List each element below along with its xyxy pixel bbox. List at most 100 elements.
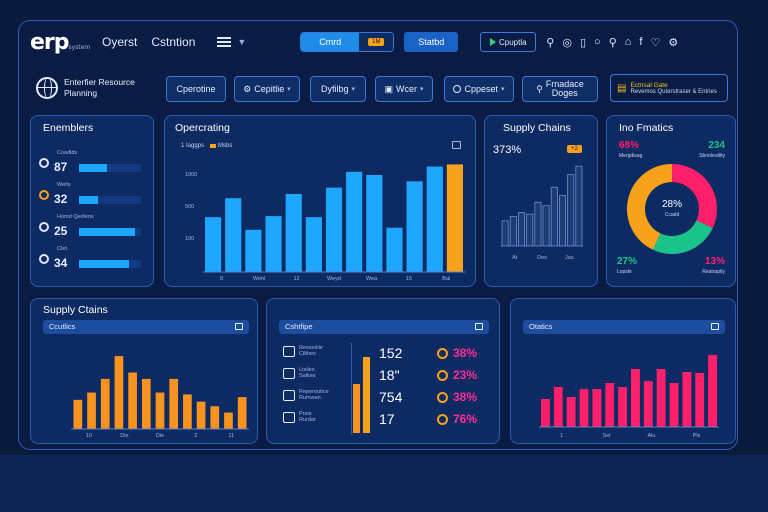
operating-chart: 8 Wehl 12 Weyd Wea 15 Bal 1000 500 100 (185, 164, 465, 282)
employee-row[interactable]: Coadlds 87 (39, 150, 149, 174)
overview-value: 754 (379, 389, 403, 405)
filter-preset[interactable]: Cppeset ▾ (444, 76, 514, 102)
x-tick-label: Die (156, 433, 164, 439)
chart-bar (169, 378, 179, 429)
supply-chain-chart: At Des Jas (501, 165, 583, 261)
settings-icon[interactable]: ⚙ (668, 36, 679, 49)
segment-tag-wrap[interactable]: 1M (359, 33, 394, 51)
search-icon[interactable]: ⚲ (608, 36, 617, 49)
chart-bar (225, 198, 242, 272)
row-caption: Ltsiles (299, 367, 315, 373)
chart-bar (265, 216, 282, 272)
row-caption: Welts (57, 182, 71, 188)
supply-chain-panel: Supply Chains 373% +2 At Des Jas (484, 115, 598, 287)
brand-line-1: Enterfier Resource (64, 77, 135, 87)
employees-panel: Enemblers Coadlds 87 Welts 32 Homd Qedlens… (30, 115, 154, 287)
status-button[interactable]: Statbd (404, 32, 459, 52)
panel-subheader[interactable]: Cshtfipe (279, 320, 489, 334)
chart-bar (183, 394, 192, 429)
chart-bar (205, 217, 222, 272)
nav-item-overview[interactable]: Oyerst (102, 35, 138, 49)
circle-icon[interactable]: ○ (594, 35, 601, 48)
chart-bar (592, 389, 602, 427)
overview-row[interactable]: Rewooliie Cilthes (283, 345, 323, 357)
overview-row[interactable]: Ltsiles Salkes (283, 367, 316, 379)
facebook-icon[interactable]: f (639, 35, 643, 48)
chart-bar (386, 227, 403, 272)
filter-finance[interactable]: ⚲ Frnadace Doges (522, 76, 598, 102)
x-tick-label: Weyd (327, 276, 341, 282)
x-tick-label: 8 (220, 276, 223, 282)
chevron-down-icon[interactable]: ▼ (237, 37, 247, 47)
chart-bar (100, 378, 110, 429)
overview-panel: Cshtfipe Rewooliie Cilthes Ltsiles Salkes … (266, 298, 500, 444)
bookmark-icon[interactable]: ▯ (579, 36, 587, 49)
panel-title: Supply Ctains (43, 304, 108, 316)
chart-bar (114, 356, 124, 429)
document-icon (283, 389, 295, 401)
chart-bar (518, 212, 526, 247)
row-bar (79, 260, 141, 268)
legend-item: 1 Iaggps (181, 143, 205, 149)
panel-subheader[interactable]: Otatics (523, 320, 725, 334)
chart-bar (575, 165, 583, 247)
expand-icon[interactable] (711, 323, 719, 330)
filter-operations[interactable]: Cperotine (166, 76, 226, 102)
chart-bar (237, 397, 247, 429)
x-tick-label: Alu (648, 433, 656, 439)
expand-icon[interactable] (475, 323, 483, 330)
overview-value: 152 (379, 345, 403, 361)
panel-subheader[interactable]: Ccutlics (43, 320, 249, 334)
chart-bar (656, 369, 666, 427)
x-tick-label: 2 (194, 433, 197, 439)
subheader-label: Ccutlics (49, 322, 76, 331)
chart-bar (534, 201, 542, 247)
hamburger-menu-icon[interactable] (217, 37, 232, 47)
expand-icon[interactable] (452, 141, 461, 149)
globe-icon (36, 77, 58, 99)
x-tick-label: Wehl (253, 276, 265, 282)
logo[interactable]: erpsystem (30, 29, 91, 55)
brand-block: Enterfier Resource Planning (36, 70, 154, 106)
search-icon[interactable]: ⚲ (546, 36, 555, 49)
chart-bar (366, 174, 383, 272)
app-button[interactable]: Cpuptla (480, 32, 537, 52)
row-bar-fill (79, 164, 107, 172)
chart-bar (406, 181, 423, 272)
filter-billing[interactable]: Dyfilbg ▾ (310, 76, 366, 102)
employee-row[interactable]: Ctet 34 (39, 246, 149, 270)
heart-icon[interactable]: ♡ (650, 36, 661, 49)
donut-slice (627, 164, 673, 250)
donut-slice (671, 164, 717, 229)
filter-capital[interactable]: ⚙ Cepitlie ▾ (234, 76, 300, 102)
supply-chain-large-chart: 10 Die Die 2 11 (71, 356, 249, 439)
chart-bar (643, 381, 653, 427)
employee-row[interactable]: Welts 32 (39, 182, 149, 206)
nav-item-operations[interactable]: Cstntion (151, 35, 196, 49)
bl-caption: Lopsle (617, 269, 632, 275)
chart-bar (73, 399, 83, 429)
chart-bar (559, 195, 567, 247)
employee-row[interactable]: Homd Qedlens 25 (39, 214, 149, 238)
chart-bar (128, 372, 137, 429)
expand-icon[interactable] (235, 323, 243, 330)
overview-row[interactable]: Prois Rurdar (283, 411, 316, 423)
segment-active[interactable]: Cmrd (301, 33, 360, 51)
donut-slice (652, 220, 713, 254)
kpi-value: 373% (493, 144, 522, 156)
promo-card[interactable]: ▤ Ectnsal Gate Revemos Quterstraser & Ent… (610, 74, 728, 102)
filter-user[interactable]: ▣ Wcer ▾ (375, 76, 433, 102)
play-icon (453, 85, 462, 93)
chart-bar (285, 193, 302, 272)
overview-row[interactable]: Reperoutice Rumwan (283, 389, 329, 401)
percent-value: 76% (453, 412, 478, 426)
globe-icon[interactable]: ◎ (562, 36, 572, 49)
panel-title: Supply Chains (503, 122, 571, 134)
home-icon[interactable]: ⌂ (624, 35, 632, 48)
overview-percent: 76% (437, 412, 477, 426)
legend-item: Msbs (218, 143, 233, 149)
percent-value: 38% (453, 346, 478, 360)
tl-value: 68% (619, 140, 640, 151)
segment-control[interactable]: Cmrd 1M (300, 32, 395, 52)
app-button-label: Cpuptla (499, 37, 527, 47)
